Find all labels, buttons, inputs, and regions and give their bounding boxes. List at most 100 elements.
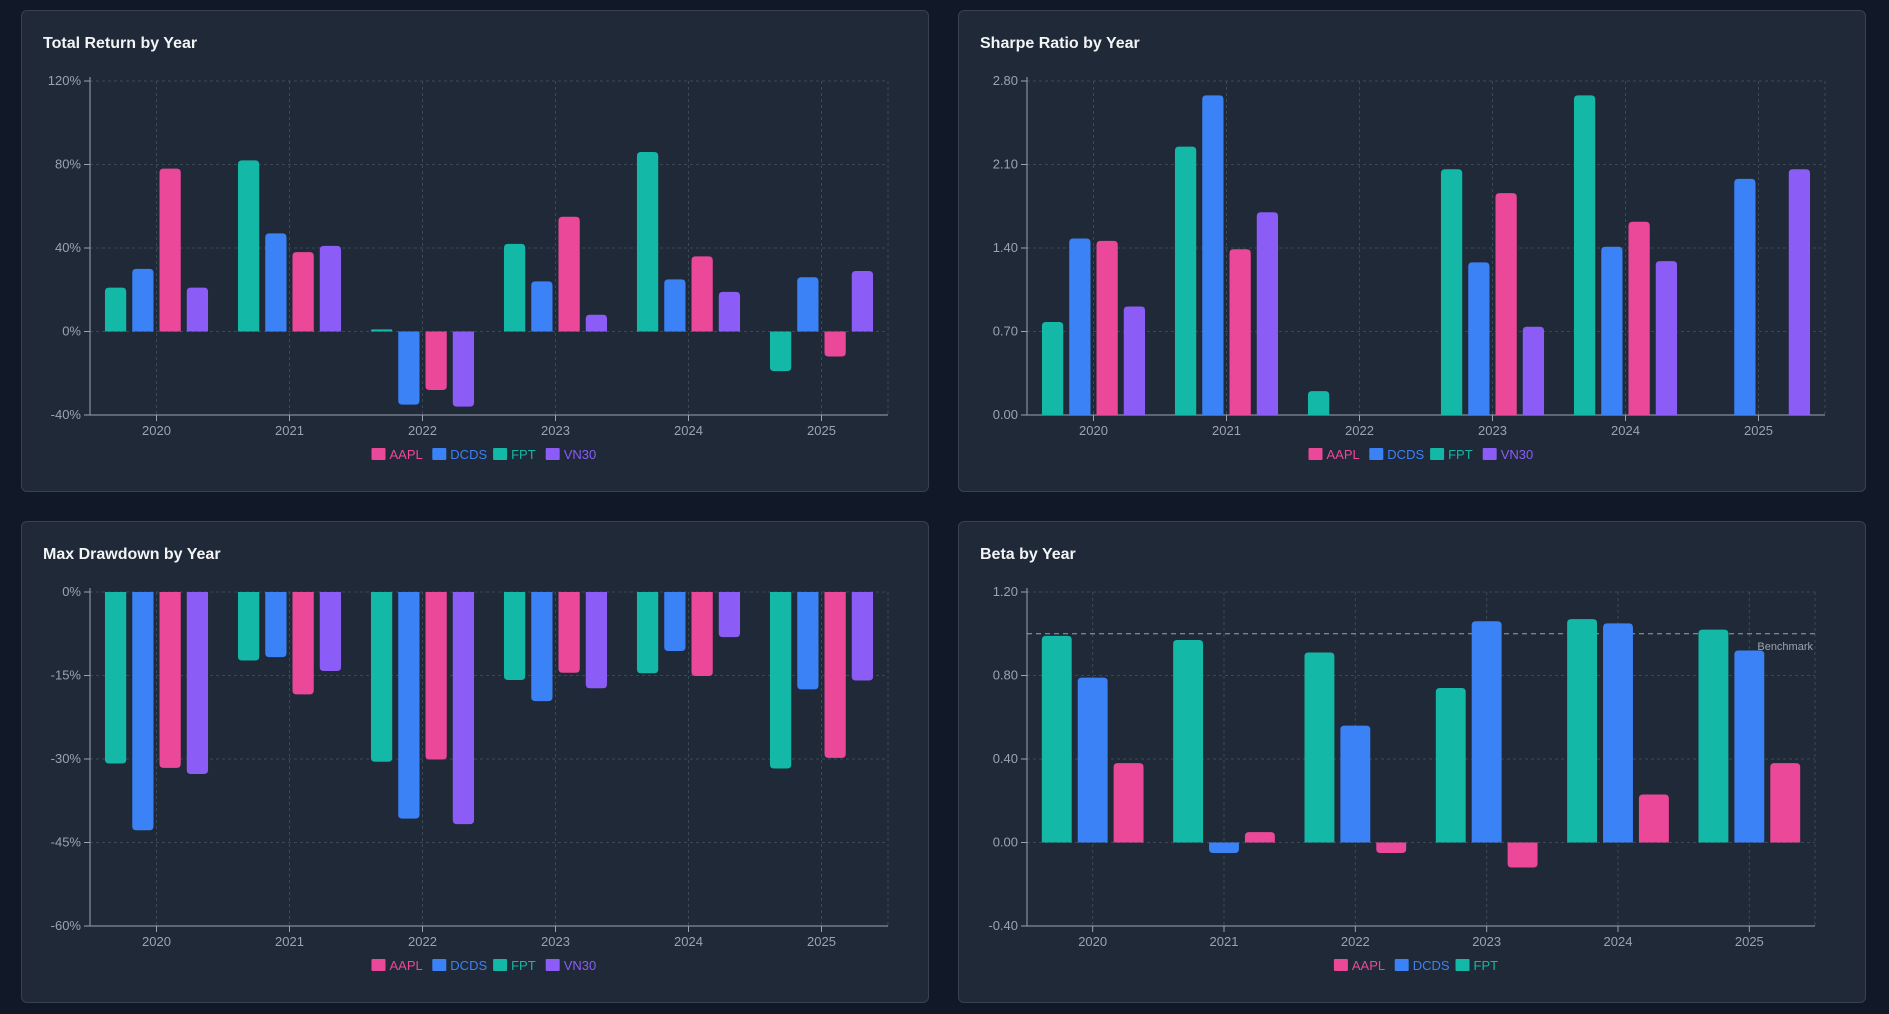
legend-swatch-aapl <box>1308 448 1323 460</box>
bar-vn30-2020 <box>1123 306 1146 415</box>
x-tick-label: 2020 <box>142 423 171 438</box>
x-tick-label: 2023 <box>541 423 570 438</box>
legend-label-fpt: FPT <box>511 958 536 973</box>
bar-dcds-2024 <box>1603 623 1633 843</box>
bar-fpt-2020 <box>104 287 127 332</box>
bar-vn30-2025 <box>1788 169 1811 415</box>
y-tick-label: 40% <box>55 240 81 255</box>
bar-dcds-2020 <box>1077 677 1108 843</box>
bar-vn30-2021 <box>1256 212 1279 415</box>
x-tick-label: 2024 <box>1604 934 1633 949</box>
bar-dcds-2024 <box>664 592 686 652</box>
x-tick-label: 2020 <box>142 934 171 949</box>
bar-aapl-2021 <box>1229 249 1251 415</box>
bar-vn30-2024 <box>1655 261 1678 415</box>
y-tick-label: -0.40 <box>988 918 1018 933</box>
bar-dcds-2023 <box>531 592 553 702</box>
y-tick-label: 0.70 <box>993 324 1018 339</box>
bar-dcds-2020 <box>132 592 154 831</box>
bar-aapl-2020 <box>1113 763 1144 843</box>
x-tick-label: 2021 <box>275 423 304 438</box>
x-tick-label: 2025 <box>807 934 836 949</box>
x-tick-label: 2021 <box>1212 423 1241 438</box>
x-tick-label: 2021 <box>275 934 304 949</box>
x-tick-label: 2025 <box>1744 423 1773 438</box>
bar-aapl-2025 <box>1770 763 1801 843</box>
x-tick-label: 2021 <box>1210 934 1239 949</box>
legend-swatch-dcds <box>1394 959 1409 971</box>
legend-swatch-vn30 <box>545 959 560 971</box>
y-tick-label: 0.00 <box>993 835 1018 850</box>
chart-title: Beta by Year <box>980 546 1076 563</box>
legend-label-fpt: FPT <box>1448 447 1473 462</box>
bar-vn30-2023 <box>585 314 608 332</box>
bar-aapl-2025 <box>824 592 846 758</box>
legend-label-vn30: VN30 <box>564 958 597 973</box>
beta-chart: 1.20 0.80 0.40 0.00 -0.40 2020 2021 2022 2023 202… <box>988 584 1816 973</box>
bar-vn30-2023 <box>585 592 608 689</box>
bar-fpt-2022 <box>370 592 393 762</box>
bar-vn30-2021 <box>319 245 342 332</box>
bar-fpt-2024 <box>1573 95 1596 416</box>
bar-aapl-2025 <box>824 331 846 357</box>
bar-aapl-2022 <box>425 331 447 390</box>
bar-aapl-2020 <box>159 168 181 332</box>
x-tick-label: 2024 <box>1611 423 1640 438</box>
legend-swatch-dcds <box>1369 448 1384 460</box>
x-tick-label: 2022 <box>408 423 437 438</box>
bar-aapl-2023 <box>558 592 580 673</box>
bar-aapl-2024 <box>1628 221 1650 415</box>
benchmark-label: Benchmark <box>1757 641 1813 653</box>
bar-aapl-2023 <box>558 216 580 332</box>
legend-swatch-fpt <box>493 448 508 460</box>
total-return-chart: 120% 80% 40% 0% -40% 2020 2021 2022 2023 2024 2025… <box>48 73 889 462</box>
legend-swatch-aapl <box>371 959 386 971</box>
bar-aapl-2020 <box>1096 240 1118 415</box>
bar-fpt-2020 <box>1041 321 1064 415</box>
bar-dcds-2025 <box>797 592 819 690</box>
bar-fpt-2024 <box>636 151 659 332</box>
legend-swatch-aapl <box>1333 959 1348 971</box>
y-tick-label: -15% <box>51 668 82 683</box>
bar-dcds-2024 <box>1601 246 1623 415</box>
legend-label-dcds: DCDS <box>450 958 487 973</box>
bar-aapl-2023 <box>1495 193 1517 415</box>
y-tick-label: 1.40 <box>993 240 1018 255</box>
x-tick-label: 2022 <box>1341 934 1370 949</box>
bar-aapl-2024 <box>691 256 713 332</box>
bar-dcds-2020 <box>1069 238 1091 415</box>
y-tick-label: 0.80 <box>993 668 1018 683</box>
bar-dcds-2021 <box>265 233 287 332</box>
x-tick-label: 2025 <box>1735 934 1764 949</box>
bar-fpt-2023 <box>503 592 526 680</box>
bar-fpt-2025 <box>769 592 792 769</box>
y-tick-label: 0.40 <box>993 751 1018 766</box>
bar-fpt-2023 <box>503 243 526 332</box>
bar-fpt-2021 <box>237 592 260 661</box>
bar-dcds-2022 <box>1340 725 1371 843</box>
x-tick-label: 2023 <box>541 934 570 949</box>
bar-aapl-2023 <box>1507 842 1538 868</box>
legend-swatch-fpt <box>1455 959 1470 971</box>
y-tick-label: -60% <box>51 918 82 933</box>
bar-dcds-2020 <box>132 268 154 332</box>
bar-dcds-2025 <box>797 277 819 332</box>
legend-label-aapl: AAPL <box>390 958 423 973</box>
legend-label-dcds: DCDS <box>1387 447 1424 462</box>
x-tick-label: 2020 <box>1079 423 1108 438</box>
legend-swatch-fpt <box>493 959 508 971</box>
bar-vn30-2025 <box>851 270 874 332</box>
legend-label-dcds: DCDS <box>450 447 487 462</box>
x-tick-label: 2022 <box>408 934 437 949</box>
x-tick-label: 2025 <box>807 423 836 438</box>
chart-title: Max Drawdown by Year <box>43 546 221 563</box>
legend-label-vn30: VN30 <box>564 447 597 462</box>
bar-dcds-2025 <box>1734 650 1765 843</box>
y-tick-label: 2.80 <box>993 73 1018 88</box>
bar-aapl-2022 <box>1376 842 1407 853</box>
bar-fpt-2025 <box>769 331 792 372</box>
bar-vn30-2020 <box>186 287 209 332</box>
y-tick-label: 120% <box>48 73 82 88</box>
sharpe-ratio-panel: Sharpe Ratio by Year 2.80 2.10 1.40 0.70 0.0… <box>958 10 1866 492</box>
